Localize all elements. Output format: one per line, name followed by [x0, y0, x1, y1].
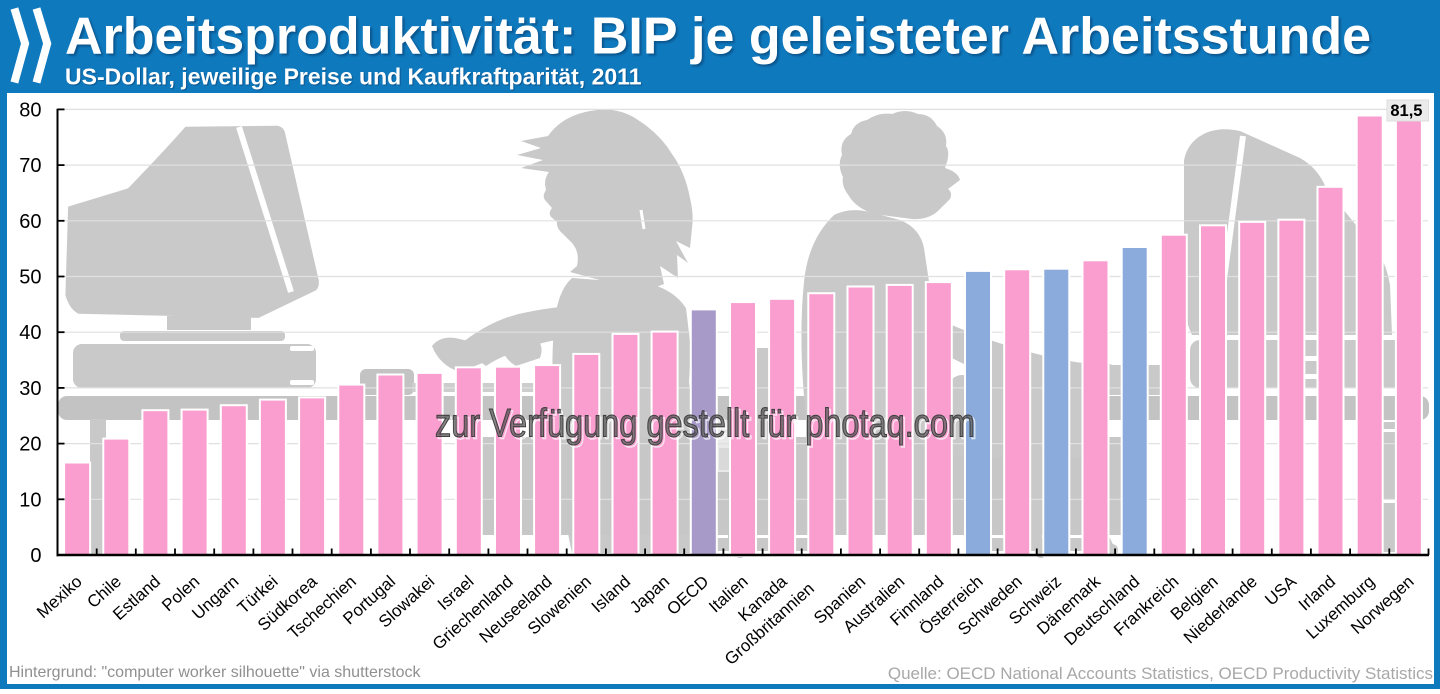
svg-text:40: 40: [19, 322, 41, 344]
svg-text:30: 30: [19, 378, 41, 400]
svg-text:80: 80: [19, 99, 41, 121]
svg-text:US-Dollar, jeweilige Preise un: US-Dollar, jeweilige Preise und Kaufkraf…: [65, 64, 642, 90]
svg-text:20: 20: [19, 434, 41, 456]
svg-text:Hintergrund: "computer worker: Hintergrund: "computer worker silhouette…: [9, 664, 422, 681]
svg-text:Arbeitsproduktivität: BIP je g: Arbeitsproduktivität: BIP je geleisteter…: [65, 8, 1371, 66]
svg-text:60: 60: [19, 211, 41, 233]
svg-text:81,5: 81,5: [1390, 102, 1422, 120]
svg-text:zur Verfügung gestellt für pho: zur Verfügung gestellt für photaq.com: [435, 402, 975, 446]
svg-text:10: 10: [19, 489, 41, 511]
svg-text:zur Verfügung gestellt für pho: zur Verfügung gestellt für photaq.com: [437, 404, 977, 448]
svg-text:0: 0: [30, 545, 41, 567]
svg-text:Quelle: OECD National Accounts: Quelle: OECD National Accounts Statistic…: [888, 664, 1433, 683]
svg-text:70: 70: [19, 155, 41, 177]
svg-text:50: 50: [19, 267, 41, 289]
